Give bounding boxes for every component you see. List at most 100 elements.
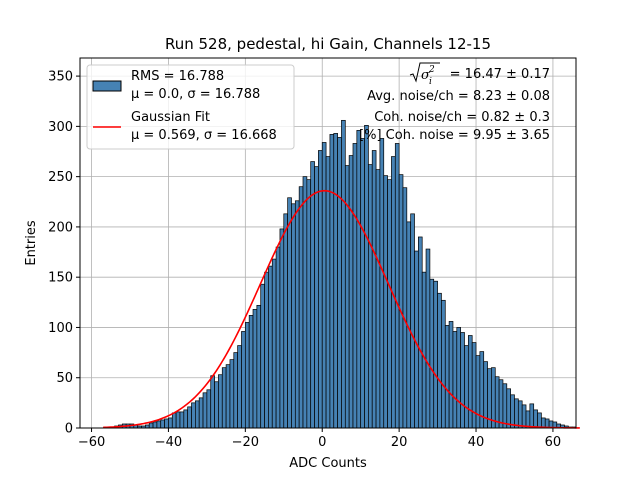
histogram-bar [279, 228, 285, 429]
y-tick-label: 250 [48, 170, 73, 185]
histogram-bar [491, 367, 496, 429]
legend-histogram-patch [92, 80, 122, 92]
histogram-bar [448, 321, 454, 429]
histogram-bar [379, 138, 385, 429]
histogram-bar [356, 130, 362, 429]
histogram-bar [467, 335, 473, 429]
histogram-bar [221, 367, 227, 429]
histogram-bar [256, 304, 262, 429]
histogram-bar [310, 161, 315, 429]
histogram-bar [325, 156, 331, 429]
histogram-bar [321, 142, 327, 429]
histogram-bar [152, 421, 158, 429]
annotation-coh-noise: Coh. noise/ch = 0.82 ± 0.3 [374, 110, 550, 125]
histogram-bar [198, 397, 204, 429]
annotation-pct-coh-noise: [%] Coh. noise = 9.95 ± 3.65 [359, 128, 550, 143]
legend-box [86, 64, 295, 150]
x-tick-label: 40 [468, 435, 485, 450]
histogram-bar [348, 155, 354, 429]
histogram-bar [306, 179, 312, 429]
histogram-bar [441, 299, 446, 429]
histogram-bar [517, 400, 523, 429]
histogram-bar [421, 271, 427, 429]
histogram-bar [502, 383, 508, 429]
histogram-bar [260, 283, 265, 429]
x-tick-label: 60 [545, 435, 562, 450]
x-tick-label: −40 [155, 435, 182, 450]
histogram-bar [460, 332, 465, 429]
histogram-bar [148, 422, 154, 429]
histogram-bar [418, 236, 423, 429]
histogram-bar [537, 412, 542, 429]
histogram-bar [156, 420, 162, 429]
x-tick-label: 20 [391, 435, 408, 450]
histogram-bar [506, 388, 511, 429]
y-tick-label: 150 [48, 271, 73, 286]
histogram-bar [360, 138, 365, 429]
histogram-bar [264, 271, 269, 429]
y-tick-label: 350 [48, 70, 73, 85]
y-tick-label: 200 [48, 220, 73, 235]
histogram-bar [179, 411, 185, 429]
x-tick-label: 0 [318, 435, 326, 450]
histogram-bar [248, 315, 254, 429]
histogram-bar [452, 331, 458, 429]
histogram-bar [425, 248, 431, 429]
histogram-bar [333, 133, 338, 429]
histogram-bar [329, 134, 335, 429]
histogram-bar [294, 200, 300, 429]
histogram-bar [229, 359, 235, 429]
histogram-bar [433, 280, 438, 429]
noise-annotations: σ 2 i = 16.47 ± 0.17 Avg. noise/ch = 8.2… [359, 62, 550, 143]
histogram-bar [429, 278, 435, 429]
histogram-bar [237, 345, 242, 429]
histogram-bar [398, 174, 404, 429]
gaussian-fit-curve [103, 189, 580, 429]
y-tick-label: 100 [48, 321, 73, 336]
histogram-bar [444, 325, 450, 429]
histogram-bar [187, 406, 192, 429]
histogram-bar [364, 125, 369, 429]
histogram-bar [183, 409, 189, 429]
histogram-bar [244, 322, 250, 429]
histogram-bar [210, 375, 215, 429]
histogram-bar [202, 392, 208, 429]
histogram-bar [225, 364, 231, 429]
legend: RMS = 16.788 μ = 0.0, σ = 16.788 Gaussia… [86, 64, 295, 150]
svg-text:σ: σ [421, 68, 431, 83]
histogram-bar [510, 394, 515, 429]
y-tick-label: 0 [65, 422, 73, 437]
histogram-bar [175, 411, 181, 429]
histogram-bar [298, 186, 304, 429]
svg-text:2: 2 [428, 65, 435, 75]
x-axis-ticks: −60 −40 −20 0 20 40 60 [78, 428, 561, 450]
histogram-bar [383, 175, 388, 429]
histogram-bar [337, 137, 342, 429]
histogram-bar [164, 418, 169, 429]
histogram-bar [214, 381, 219, 429]
legend-hist-stats: μ = 0.0, σ = 16.788 [131, 87, 260, 102]
x-tick-label: −60 [78, 435, 105, 450]
histogram-bar [341, 119, 346, 429]
histogram-bar [291, 203, 296, 429]
histogram-bar [529, 403, 535, 429]
histogram-bar [514, 398, 519, 429]
plot-frame [79, 57, 577, 429]
sigma-sqrt-symbol: σ 2 i [409, 62, 440, 87]
x-axis-label: ADC Counts [289, 456, 367, 471]
histogram-bar [268, 265, 273, 429]
chart-title: Run 528, pedestal, hi Gain, Channels 12-… [165, 35, 491, 53]
histogram-bar [471, 342, 477, 429]
histogram-bar [533, 409, 538, 429]
histogram-bar [194, 400, 200, 429]
histogram-bar [271, 258, 277, 429]
y-axis-ticks: 0 50 100 150 200 250 300 350 [48, 70, 80, 437]
histogram-bar [275, 246, 281, 429]
legend-fit-label: Gaussian Fit [131, 110, 210, 125]
histogram-bar [498, 379, 504, 429]
histogram-bar [252, 309, 258, 429]
histogram-bar [521, 404, 527, 429]
histogram-bar [402, 187, 408, 429]
legend-rms-label: RMS = 16.788 [131, 69, 224, 84]
